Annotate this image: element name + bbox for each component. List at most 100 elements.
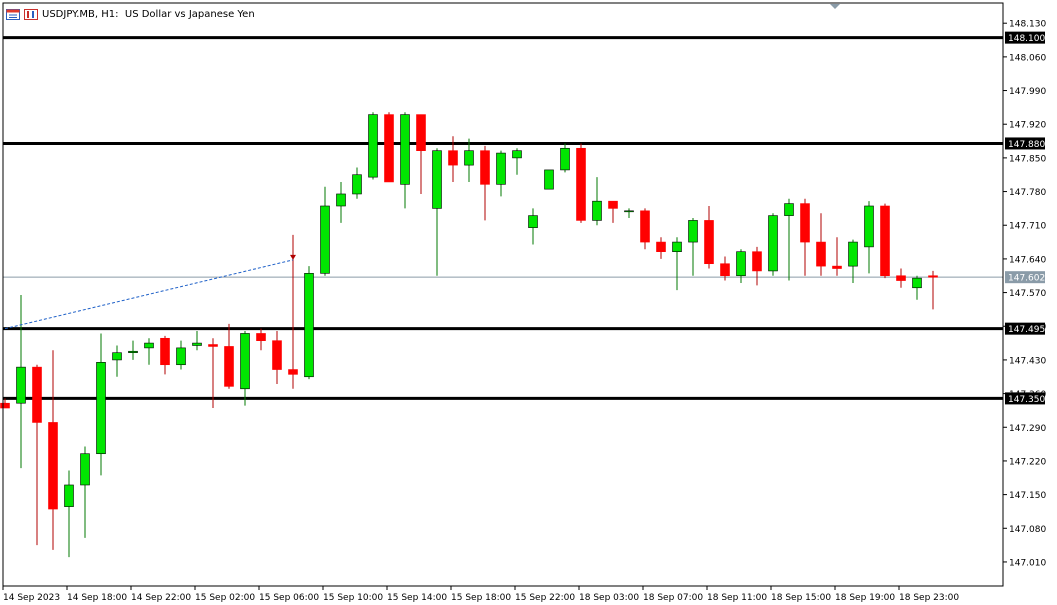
candle-body <box>928 275 938 278</box>
candle <box>272 331 282 384</box>
candle <box>832 237 842 276</box>
candle-body <box>896 275 906 281</box>
price-axis[interactable]: 148.130 148.060 147.990 147.920 147.850 147.7… <box>1003 20 1046 569</box>
price-tick-label: 147.430 <box>1009 356 1046 366</box>
candle <box>96 333 106 476</box>
candle <box>304 266 314 380</box>
candle <box>192 331 202 351</box>
candle <box>64 470 74 558</box>
candle <box>400 112 410 209</box>
price-tick-label: 148.060 <box>1009 53 1046 63</box>
candle-body <box>720 263 730 277</box>
price-tick-label: 147.570 <box>1009 289 1046 299</box>
candle-body <box>464 150 474 166</box>
candle-body <box>848 241 858 267</box>
candle-body <box>416 114 426 151</box>
candle-body <box>752 251 762 272</box>
candle <box>416 114 426 194</box>
time-tick-label: 15 Sep 02:00 <box>195 593 255 603</box>
candle <box>784 198 794 281</box>
candle <box>288 234 298 389</box>
price-tick-label: 147.780 <box>1009 188 1046 198</box>
candle <box>608 200 618 223</box>
price-tick-label: 147.010 <box>1009 558 1046 568</box>
time-tick-label: 18 Sep 11:00 <box>707 593 767 603</box>
candle-body <box>736 251 746 277</box>
candle <box>592 177 602 226</box>
chart-shift-marker[interactable] <box>830 4 840 9</box>
candle-body <box>112 352 122 361</box>
price-tick-label: 147.290 <box>1009 424 1046 434</box>
candle <box>224 323 234 389</box>
level-price-box <box>1005 31 1045 44</box>
trade-panel-icon[interactable] <box>24 8 38 20</box>
level-price-label: 147.495 <box>1008 325 1045 335</box>
candle <box>624 208 634 219</box>
time-axis[interactable]: 14 Sep 2023 14 Sep 18:00 14 Sep 22:00 15 Se… <box>2 586 959 603</box>
candle <box>480 145 490 221</box>
time-tick-label: 15 Sep 18:00 <box>451 593 511 603</box>
plot-frame <box>2 2 1004 587</box>
time-tick-label: 14 Sep 22:00 <box>131 593 191 603</box>
candle <box>80 446 90 538</box>
candle <box>48 350 58 550</box>
price-tick-label: 147.920 <box>1009 121 1046 131</box>
candle <box>0 398 10 409</box>
symbol-window-icon[interactable] <box>6 8 20 20</box>
price-tick-label: 147.850 <box>1009 154 1046 164</box>
candle-body <box>224 346 234 387</box>
candle-body <box>320 205 330 274</box>
level-price-label: 147.350 <box>1008 395 1045 405</box>
candle <box>32 364 42 546</box>
candle-body <box>384 114 394 183</box>
candle-body <box>192 342 202 346</box>
candle <box>16 294 26 469</box>
candle-body <box>688 220 698 243</box>
candle-body <box>176 347 186 366</box>
sell-arrow-marker <box>290 254 296 260</box>
candle <box>736 249 746 283</box>
candle-body <box>240 333 250 390</box>
bid-price-box <box>1005 271 1045 284</box>
candle <box>368 112 378 180</box>
time-tick-label: 15 Sep 22:00 <box>515 593 575 603</box>
candle-body <box>400 114 410 185</box>
candle-body <box>48 422 58 510</box>
chart-header: USDJPY.MB, H1: US Dollar vs Japanese Yen <box>6 6 255 22</box>
time-tick-label: 18 Sep 07:00 <box>643 593 703 603</box>
candle <box>528 208 538 245</box>
candle <box>384 112 394 183</box>
candle <box>896 268 906 288</box>
candle-body <box>128 350 138 354</box>
level-price-box <box>1005 137 1045 150</box>
candle-body <box>368 114 378 178</box>
timeframe: H1: <box>101 8 119 20</box>
candle-body <box>144 342 154 349</box>
candle-body <box>640 210 650 243</box>
candle-body <box>16 366 26 404</box>
candle <box>208 338 218 409</box>
candle-body <box>512 150 522 159</box>
price-tick-label: 147.150 <box>1009 491 1046 501</box>
candle-body <box>352 174 362 195</box>
candle-body <box>768 215 778 272</box>
candle-body <box>592 200 602 221</box>
price-tick-label: 147.080 <box>1009 525 1046 535</box>
candle-body <box>304 273 314 378</box>
candle <box>768 213 778 276</box>
candle-body <box>880 205 890 277</box>
candle <box>672 237 682 291</box>
candle-body <box>64 484 74 507</box>
price-tick-label: 147.710 <box>1009 222 1046 232</box>
candle <box>144 338 154 365</box>
candle <box>352 167 362 199</box>
time-tick-label: 15 Sep 10:00 <box>323 593 383 603</box>
overlays <box>4 254 296 330</box>
time-tick-label: 18 Sep 19:00 <box>835 593 895 603</box>
level-price-box <box>1005 322 1045 335</box>
time-tick-label: 15 Sep 06:00 <box>259 593 319 603</box>
candle <box>928 270 938 310</box>
candle <box>320 186 330 276</box>
